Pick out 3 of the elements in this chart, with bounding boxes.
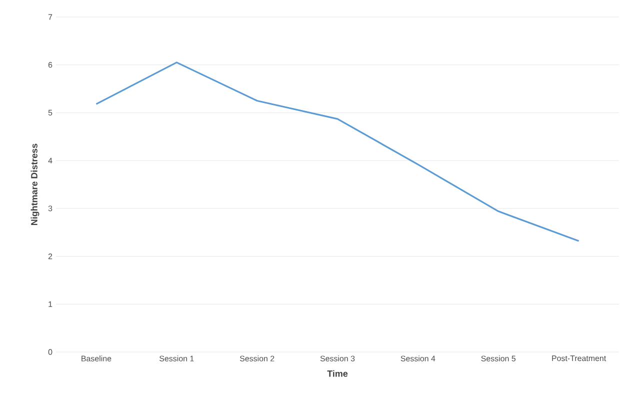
x-axis-title: Time: [327, 370, 348, 377]
y-axis-title: Nightmare Distress: [30, 144, 40, 226]
line-series: [95, 62, 580, 242]
